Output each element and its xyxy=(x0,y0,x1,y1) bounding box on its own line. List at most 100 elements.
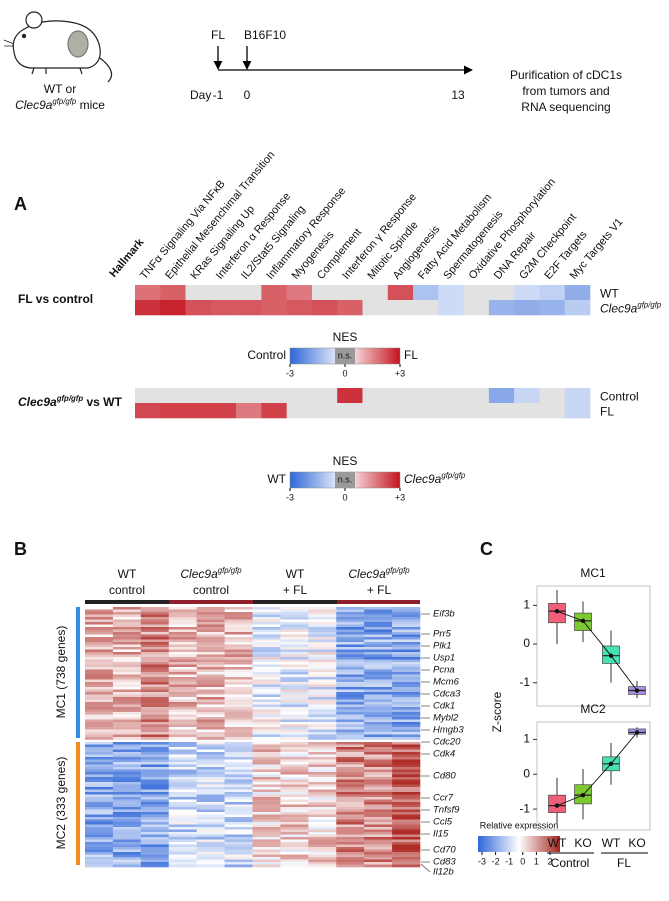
heatmap-cell xyxy=(514,403,540,419)
heatmap-stripe xyxy=(392,722,421,725)
heatmap-stripe xyxy=(308,657,337,660)
heatmap-stripe xyxy=(364,769,393,773)
heatmap-stripe xyxy=(308,649,337,653)
heatmap-stripe xyxy=(252,784,281,788)
heatmap-cell xyxy=(286,285,313,301)
heatmap-stripe xyxy=(168,864,197,868)
heatmap-stripe xyxy=(364,664,393,668)
heatmap-stripe xyxy=(112,847,142,850)
heatmap-stripe xyxy=(364,662,393,665)
heatmap-stripe xyxy=(112,672,142,675)
heatmap-cell xyxy=(564,285,591,301)
group-label: Clec9agfp/gfp xyxy=(348,566,410,582)
heatmap-stripe xyxy=(224,664,253,668)
heatmap-stripe xyxy=(140,627,170,630)
heatmap-cell xyxy=(236,300,262,316)
outcome-text: RNA sequencing xyxy=(521,100,610,114)
heatmap-stripe xyxy=(112,754,142,758)
heatmap-stripe xyxy=(364,687,393,690)
heatmap-stripe xyxy=(224,712,253,715)
day-tick: -1 xyxy=(213,88,224,102)
heatmap-stripe xyxy=(336,727,365,730)
event-label: B16F10 xyxy=(244,28,286,42)
heatmap-stripe xyxy=(336,807,365,810)
heatmap-stripe xyxy=(140,842,170,845)
comparison-title-sup: gfp/gfp xyxy=(56,394,84,403)
heatmap-stripe xyxy=(392,814,421,818)
heatmap-stripe xyxy=(112,702,142,705)
y-axis-label: Z-score xyxy=(490,691,504,732)
heatmap-stripe xyxy=(85,842,114,845)
gene-label: Cdk1 xyxy=(433,701,455,712)
heatmap-stripe xyxy=(336,659,365,663)
heatmap-stripe xyxy=(336,634,365,638)
legend-right-gene: Clec9a xyxy=(404,472,442,486)
heatmap-stripe xyxy=(392,757,421,760)
heatmap-stripe xyxy=(224,699,253,703)
heatmap-stripe xyxy=(252,697,281,700)
heatmap-cell xyxy=(185,403,212,419)
heatmap-stripe xyxy=(168,729,197,733)
heatmap-stripe xyxy=(85,767,114,770)
heatmap-stripe xyxy=(392,842,421,845)
heatmap-stripe xyxy=(196,644,225,648)
heatmap-stripe xyxy=(308,789,337,793)
heatmap-stripe xyxy=(196,842,225,845)
heatmap-stripe xyxy=(392,704,421,708)
heatmap-stripe xyxy=(224,667,253,670)
heatmap-stripe xyxy=(140,727,170,730)
heatmap-stripe xyxy=(392,622,421,625)
heatmap-stripe xyxy=(252,754,281,758)
heatmap-stripe xyxy=(280,854,309,858)
heatmap-stripe xyxy=(196,637,225,640)
heatmap-stripe xyxy=(196,722,225,725)
heatmap-stripe xyxy=(364,827,393,830)
heatmap-stripe xyxy=(168,724,197,728)
heatmap-stripe xyxy=(85,624,114,628)
heatmap-stripe xyxy=(140,814,170,818)
heatmap-stripe xyxy=(308,662,337,665)
heatmap-stripe xyxy=(196,714,225,718)
outcome-text: from tumors and xyxy=(522,84,609,98)
y-tick-label: 1 xyxy=(523,732,530,746)
heatmap-cell xyxy=(286,300,313,316)
heatmap-stripe xyxy=(308,614,337,618)
heatmap-stripe xyxy=(140,797,170,800)
heatmap-stripe xyxy=(85,844,114,848)
heatmap-stripe xyxy=(168,694,197,698)
heatmap-stripe xyxy=(336,829,365,833)
heatmap-stripe xyxy=(112,609,142,613)
heatmap-stripe xyxy=(252,612,281,615)
heatmap-cell xyxy=(210,403,237,419)
heatmap-stripe xyxy=(196,852,225,855)
heatmap-stripe xyxy=(280,699,309,703)
heatmap-stripe xyxy=(140,744,170,748)
heatmap-cell xyxy=(135,403,161,419)
heatmap-stripe xyxy=(252,667,281,670)
heatmap-stripe xyxy=(364,669,393,673)
heatmap-stripe xyxy=(336,607,365,610)
heatmap-stripe xyxy=(196,747,225,750)
heatmap-stripe xyxy=(140,782,170,785)
heatmap-stripe xyxy=(252,689,281,693)
heatmap-stripe xyxy=(140,674,170,678)
heatmap-stripe xyxy=(280,812,309,815)
heatmap-stripe xyxy=(112,759,142,763)
heatmap-stripe xyxy=(112,712,142,715)
heatmap-stripe xyxy=(85,804,114,808)
heatmap-stripe xyxy=(168,772,197,775)
heatmap-stripe xyxy=(364,702,393,705)
heatmap-stripe xyxy=(112,662,142,665)
heatmap-stripe xyxy=(252,837,281,840)
heatmap-stripe xyxy=(336,812,365,815)
heatmap-stripe xyxy=(140,717,170,720)
heatmap-cell xyxy=(564,403,591,419)
heatmap-stripe xyxy=(336,862,365,865)
heatmap-stripe xyxy=(196,757,225,760)
heatmap-stripe xyxy=(224,607,253,610)
heatmap-stripe xyxy=(224,769,253,773)
heatmap-stripe xyxy=(364,822,393,825)
heatmap-stripe xyxy=(85,609,114,613)
heatmap-cell xyxy=(311,300,338,316)
heatmap-stripe xyxy=(308,847,337,850)
